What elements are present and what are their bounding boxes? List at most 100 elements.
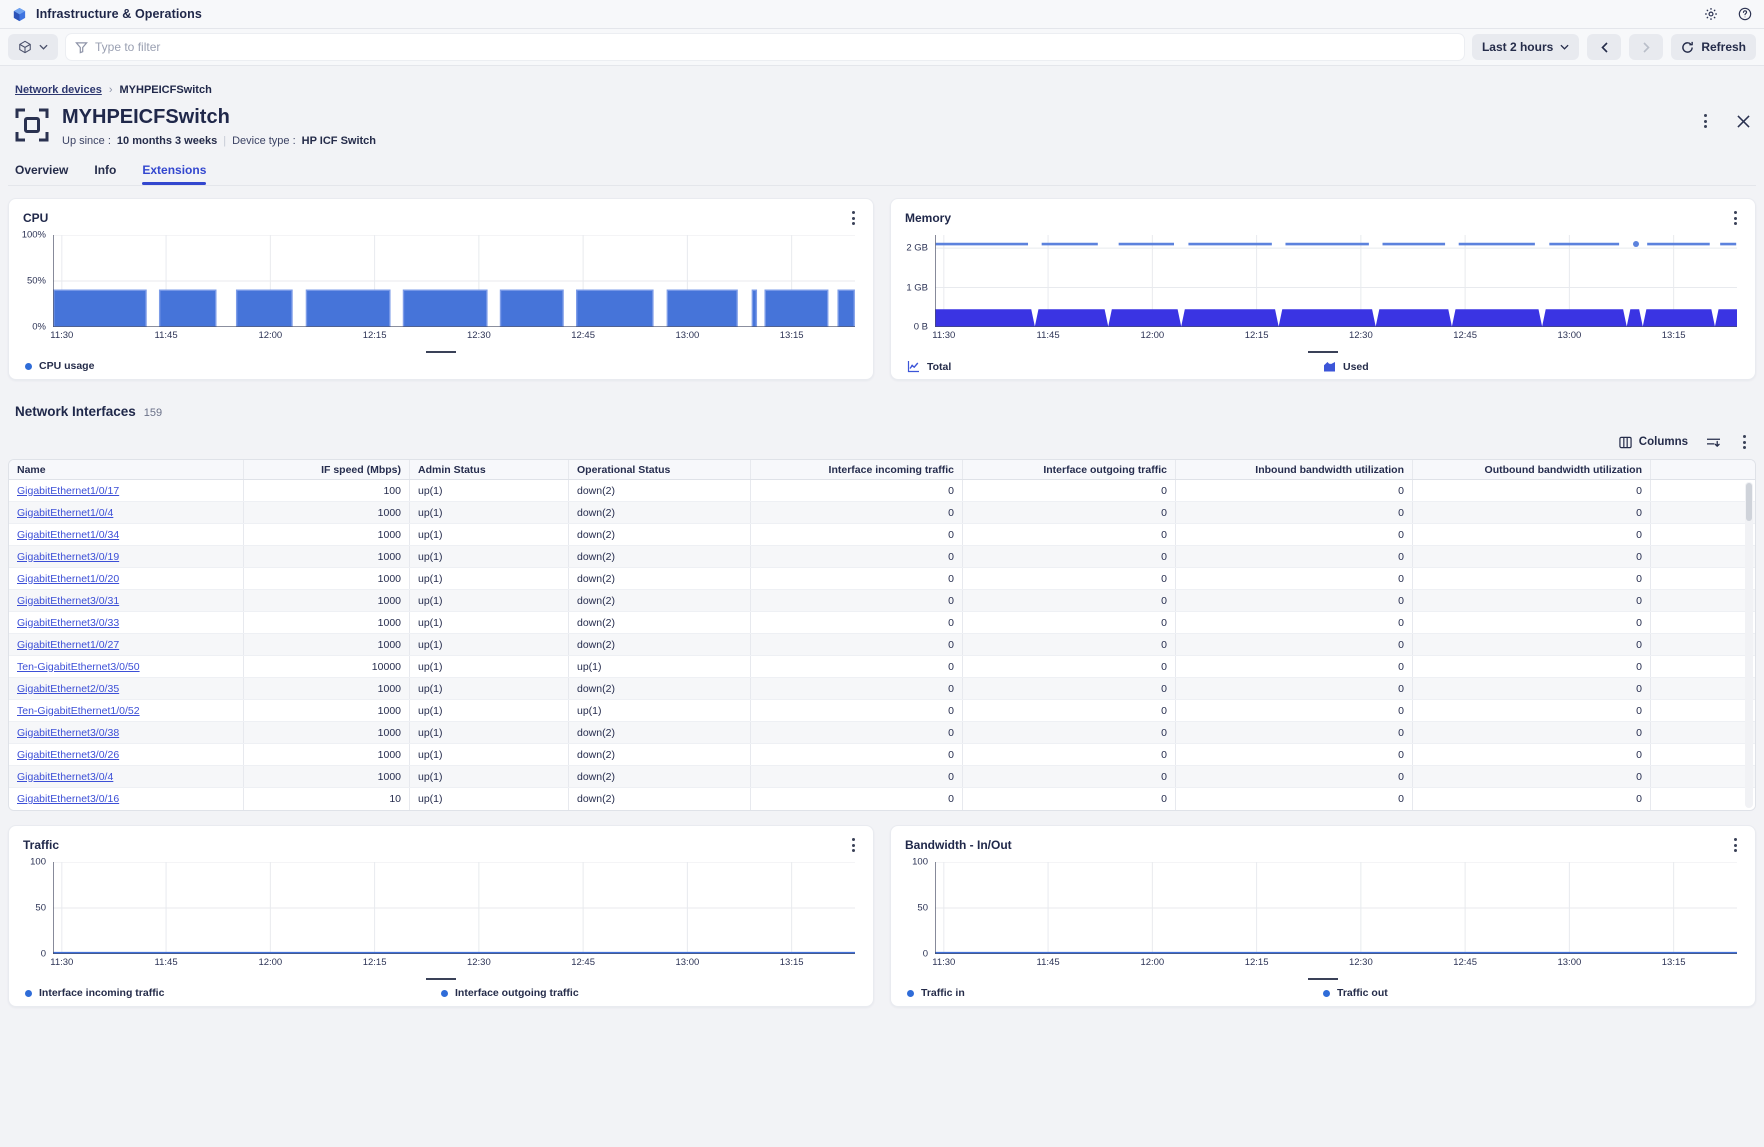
legend-item[interactable]: Traffic out	[1323, 987, 1388, 999]
cube-icon	[18, 40, 32, 54]
table-cell: GigabitEthernet3/0/38	[9, 722, 244, 743]
filter-search-box[interactable]	[66, 34, 1464, 60]
table-cell: 0	[1413, 656, 1651, 677]
device-title: MYHPEICFSwitch	[62, 106, 230, 128]
chart-kebab-menu-icon[interactable]	[1730, 836, 1741, 854]
table-cell: 100	[244, 480, 410, 501]
interface-link[interactable]: GigabitEthernet1/0/20	[17, 572, 120, 585]
interface-link[interactable]: GigabitEthernet3/0/26	[17, 748, 120, 761]
table-cell: 0	[751, 590, 963, 611]
time-range-button[interactable]: Last 2 hours	[1471, 34, 1580, 60]
interface-link[interactable]: GigabitEthernet3/0/38	[17, 726, 120, 739]
interface-link[interactable]: GigabitEthernet3/0/33	[17, 616, 120, 629]
table-cell: down(2)	[569, 502, 751, 523]
interface-link[interactable]: GigabitEthernet3/0/19	[17, 550, 120, 563]
chevron-down-icon	[39, 44, 48, 50]
interface-link[interactable]: GigabitEthernet2/0/35	[17, 682, 120, 695]
column-header[interactable]: Admin Status	[410, 460, 569, 479]
tab-extensions[interactable]: Extensions	[142, 163, 207, 185]
legend-item[interactable]: Used	[1323, 360, 1369, 373]
help-icon[interactable]	[1738, 7, 1752, 21]
tab-overview[interactable]: Overview	[15, 163, 69, 177]
table-cell: 0	[751, 744, 963, 765]
chart-scroll-indicator[interactable]	[1308, 351, 1338, 353]
time-back-button[interactable]	[1587, 34, 1622, 60]
memory-total-point	[1633, 241, 1640, 248]
legend-item[interactable]: Interface outgoing traffic	[441, 987, 579, 999]
table-cell: down(2)	[569, 788, 751, 810]
table-cell: 0	[751, 700, 963, 721]
table-scrollbar-thumb[interactable]	[1746, 483, 1752, 521]
time-forward-button[interactable]	[1629, 34, 1664, 60]
legend-item[interactable]: Traffic in	[907, 987, 965, 999]
legend-item[interactable]: Total	[907, 360, 951, 373]
interface-link[interactable]: GigabitEthernet3/0/31	[17, 594, 120, 607]
table-cell: 0	[1413, 590, 1651, 611]
column-header[interactable]: Outbound bandwidth utilization	[1413, 460, 1651, 479]
y-tick-label: 50	[35, 902, 46, 914]
table-cell: 0	[1413, 788, 1651, 810]
interface-link[interactable]: Ten-GigabitEthernet1/0/52	[17, 704, 140, 717]
table-cell: 0	[1176, 722, 1413, 743]
column-header[interactable]: Interface incoming traffic	[751, 460, 963, 479]
interface-link[interactable]: Ten-GigabitEthernet3/0/50	[17, 660, 140, 673]
column-header[interactable]: Inbound bandwidth utilization	[1176, 460, 1413, 479]
table-cell: GigabitEthernet3/0/4	[9, 766, 244, 787]
cpu-plot	[53, 235, 855, 327]
x-tick-label: 11:30	[50, 330, 74, 341]
chart-kebab-menu-icon[interactable]	[848, 836, 859, 854]
legend-item[interactable]: Interface incoming traffic	[25, 987, 164, 999]
column-header[interactable]: Name	[9, 460, 244, 479]
table-cell: down(2)	[569, 612, 751, 633]
tab-info[interactable]: Info	[94, 163, 117, 177]
chart-scroll-indicator[interactable]	[426, 351, 456, 353]
device-type-label: Device type :	[232, 135, 296, 147]
column-header[interactable]: Interface outgoing traffic	[963, 460, 1176, 479]
chart-scroll-indicator[interactable]	[1308, 978, 1338, 980]
table-cell: 0	[1176, 546, 1413, 567]
y-tick-label: 50%	[26, 275, 46, 287]
table-cell: 0	[963, 612, 1176, 633]
table-cell: 0	[1413, 524, 1651, 545]
columns-button[interactable]: Columns	[1619, 436, 1688, 449]
table-cell: 0	[1176, 700, 1413, 721]
legend-item[interactable]: CPU usage	[25, 360, 94, 372]
table-cell: 0	[751, 524, 963, 545]
interface-link[interactable]: GigabitEthernet1/0/27	[17, 638, 120, 651]
breadcrumb-network-devices-link[interactable]: Network devices	[15, 84, 102, 96]
table-cell: 0	[963, 766, 1176, 787]
table-cell-filler	[1651, 678, 1755, 699]
table-cell: 0	[1413, 502, 1651, 523]
interface-link[interactable]: GigabitEthernet1/0/17	[17, 484, 120, 497]
table-kebab-menu-icon[interactable]	[1739, 433, 1750, 451]
interface-link[interactable]: GigabitEthernet1/0/4	[17, 506, 114, 519]
area-chart-icon	[1323, 360, 1336, 373]
device-kebab-menu-icon[interactable]	[1700, 112, 1711, 130]
table-cell: up(1)	[410, 546, 569, 567]
settings-gear-icon[interactable]	[1704, 7, 1718, 21]
table-cell: 0	[751, 546, 963, 567]
scope-selector-button[interactable]	[8, 34, 58, 60]
table-header-row: Name IF speed (Mbps) Admin Status Operation…	[9, 460, 1755, 480]
time-range-label: Last 2 hours	[1481, 40, 1554, 54]
table-row: GigabitEthernet3/0/19 1000 up(1) down(2) 0 0 0…	[9, 546, 1755, 568]
refresh-button[interactable]: Refresh	[1671, 34, 1756, 60]
column-header[interactable]: Operational Status	[569, 460, 751, 479]
chart-scroll-indicator[interactable]	[426, 978, 456, 980]
interface-link[interactable]: GigabitEthernet3/0/16	[17, 793, 120, 805]
table-cell: down(2)	[569, 678, 751, 699]
table-cell: 10	[244, 788, 410, 810]
chart-kebab-menu-icon[interactable]	[1730, 209, 1741, 227]
interface-link[interactable]: GigabitEthernet3/0/4	[17, 770, 114, 783]
chart-kebab-menu-icon[interactable]	[848, 209, 859, 227]
legend-label: CPU usage	[39, 360, 95, 372]
interface-link[interactable]: GigabitEthernet1/0/34	[17, 528, 120, 541]
close-icon[interactable]	[1737, 114, 1750, 128]
x-tick-label: 12:30	[466, 957, 491, 968]
up-since-value: 10 months 3 weeks	[116, 135, 218, 147]
filter-input[interactable]	[95, 40, 1455, 54]
table-row: GigabitEthernet1/0/20 1000 up(1) down(2) 0 0 0…	[9, 568, 1755, 590]
column-header[interactable]: IF speed (Mbps)	[244, 460, 410, 479]
row-grouping-icon[interactable]	[1706, 436, 1721, 449]
legend-label: Traffic out	[1337, 987, 1388, 999]
